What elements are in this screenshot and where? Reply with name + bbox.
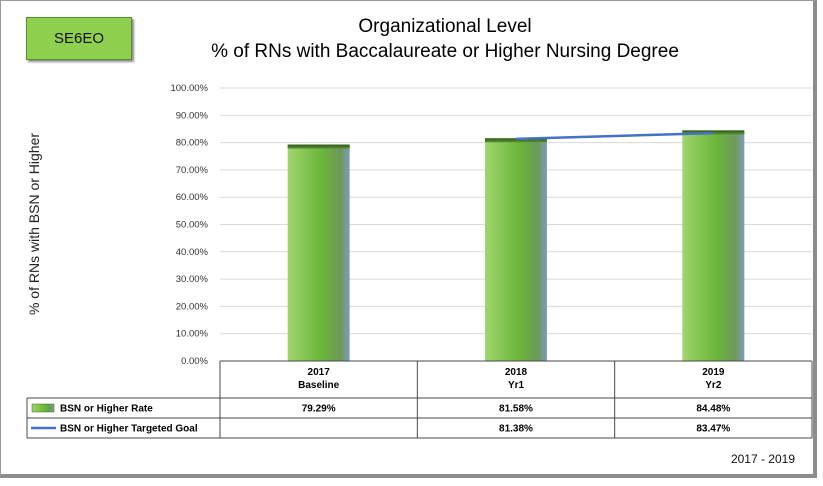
x-category-label: 2018 xyxy=(505,367,528,378)
x-category-label: Yr1 xyxy=(508,380,525,391)
bar-top xyxy=(485,138,547,143)
y-tick-label: 10.00% xyxy=(176,329,209,340)
x-category-label: Yr2 xyxy=(705,380,722,391)
y-tick-label: 50.00% xyxy=(176,220,209,231)
title-line-2: % of RNs with Baccalaureate or Higher Nu… xyxy=(211,41,679,62)
bar-top xyxy=(287,144,350,149)
legend-series-name: BSN or Higher Rate xyxy=(60,404,153,415)
chart-title: Organizational Level % of RNs with Bacca… xyxy=(150,14,740,64)
bar xyxy=(682,130,745,361)
title-line-1: Organizational Level xyxy=(358,16,532,37)
table-value: 84.48% xyxy=(696,404,730,415)
x-category-label: Baseline xyxy=(298,380,340,391)
table-value: 81.38% xyxy=(499,424,533,435)
goal-line-path xyxy=(515,131,714,141)
y-tick-label: 0.00% xyxy=(181,356,208,367)
date-range: 2017 - 2019 xyxy=(730,452,795,466)
badge: SE6EO xyxy=(26,17,132,60)
y-tick-label: 60.00% xyxy=(176,192,209,203)
y-tick-label: 80.00% xyxy=(176,138,209,149)
y-tick-label: 90.00% xyxy=(176,110,209,121)
table-value: 83.47% xyxy=(696,424,730,435)
data-table: 2017 Baseline 2018 Yr1 2019 Yr2 BSN or Higher … xyxy=(26,360,813,439)
y-tick-label: 40.00% xyxy=(176,247,209,258)
y-tick-label: 70.00% xyxy=(176,165,209,176)
goal-line xyxy=(515,131,714,141)
x-category-label: 2017 xyxy=(308,367,331,378)
y-tick-label: 30.00% xyxy=(176,274,209,285)
bar xyxy=(287,144,350,361)
bar-top xyxy=(682,130,745,135)
x-category-label: 2019 xyxy=(702,367,725,378)
table-value: 79.29% xyxy=(302,404,336,415)
y-axis-ticks: 0.00% 10.00% 20.00% 30.00% 40.00% 50.00% 60.00… xyxy=(170,83,208,367)
table-value: 81.58% xyxy=(499,404,533,415)
legend-series-name: BSN or Higher Targeted Goal xyxy=(60,424,198,435)
bar xyxy=(485,138,547,361)
y-tick-label: 100.00% xyxy=(170,83,208,94)
y-tick-label: 20.00% xyxy=(176,301,209,312)
bars xyxy=(287,130,745,361)
legend-key-bar xyxy=(31,403,55,413)
